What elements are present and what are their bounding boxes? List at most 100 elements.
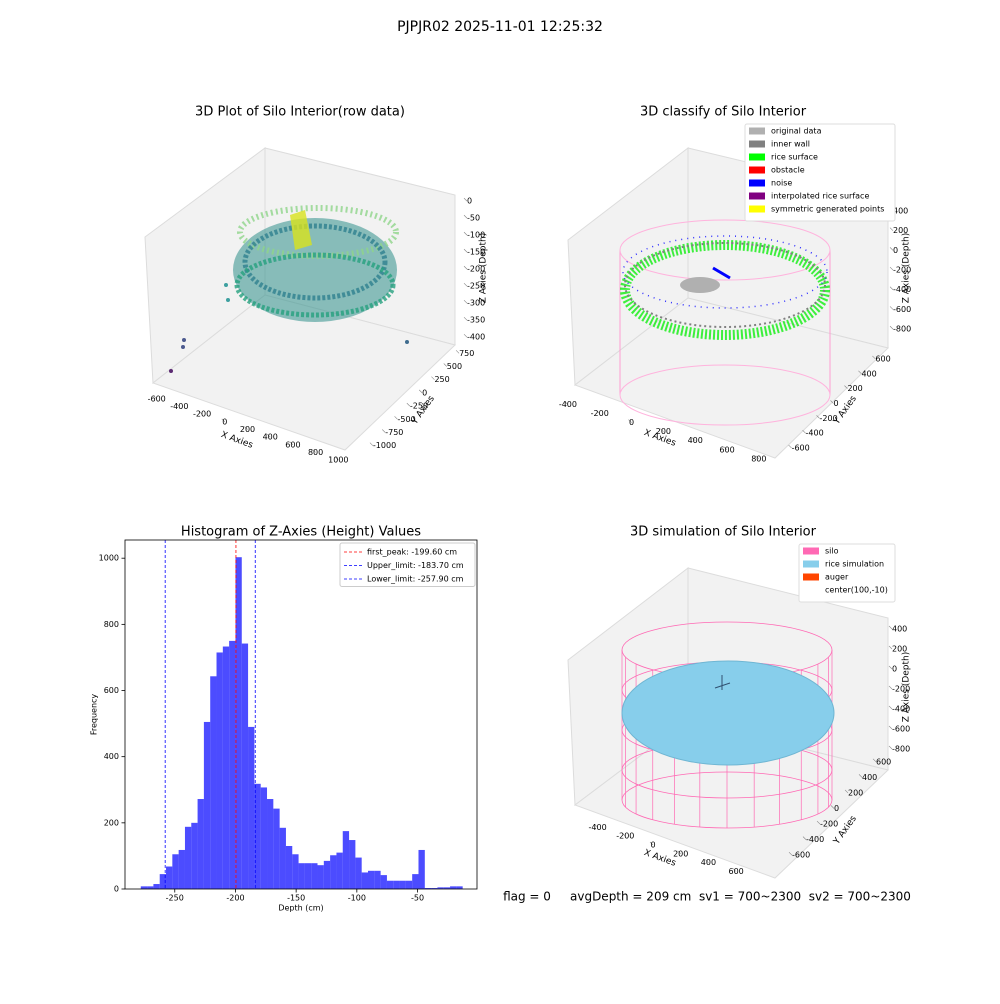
x-tick-label: -50 (411, 894, 424, 903)
tick-mark (463, 316, 468, 321)
legend-label: auger (825, 573, 849, 582)
histogram-bar (254, 783, 261, 889)
z-tick-label: -600 (892, 725, 910, 734)
z-tick-label: -200 (893, 266, 911, 275)
y-tick-label: 200 (847, 384, 862, 393)
x-tick-label: 800 (751, 454, 766, 463)
legend-label: rice surface (771, 153, 818, 162)
histogram-bar (317, 865, 324, 889)
z-tick-label: 200 (892, 645, 907, 654)
tick-mark (406, 402, 411, 407)
outlier-point (182, 338, 186, 342)
z-tick-label: -300 (467, 299, 485, 308)
histogram-bar (178, 849, 185, 889)
z-tick-label: 200 (893, 226, 908, 235)
x-axis-label: Depth (cm) (278, 904, 323, 913)
y-axis-label: Frequency (90, 694, 99, 736)
histogram-bar (229, 640, 236, 889)
y-tick-label: 250 (434, 375, 449, 384)
y-tick-label: -250 (410, 402, 428, 411)
legend-swatch (749, 205, 765, 213)
tick-mark (463, 214, 468, 219)
z-tick-label: -600 (893, 305, 911, 314)
x-tick-label: -200 (226, 894, 244, 903)
histogram-bar (386, 880, 394, 889)
legend-label: Upper_limit: -183.70 cm (367, 561, 464, 570)
legend-swatch (803, 547, 819, 555)
y-tick-label: 200 (104, 818, 119, 827)
auger (714, 675, 731, 690)
x-tick-label: 800 (308, 448, 323, 457)
x-tick-label: -600 (148, 394, 166, 403)
outlier-point (181, 345, 185, 349)
y-tick-label: 0 (834, 804, 839, 813)
tick-mark (418, 389, 423, 394)
histogram-bar (298, 863, 305, 889)
tick-mark (830, 805, 835, 809)
noise (622, 235, 828, 309)
silo-ring (621, 771, 833, 829)
histogram-bar (399, 880, 406, 889)
tick-mark (888, 725, 893, 730)
rice-disc (621, 660, 835, 766)
y-tick-label: -200 (820, 414, 838, 423)
tick-mark (723, 446, 728, 450)
tick-mark (888, 705, 893, 710)
tick-mark (443, 363, 447, 367)
subplot-title: 3D classify of Silo Interior (640, 105, 807, 120)
tick-mark (221, 418, 226, 423)
histogram-bar (153, 884, 160, 889)
z-tick-label: -400 (892, 705, 910, 714)
histogram-bar (210, 676, 217, 889)
tick-mark (858, 370, 862, 375)
y-tick-label: 800 (104, 620, 119, 629)
histogram-bar (279, 827, 286, 889)
histogram-bar (172, 854, 179, 889)
histogram-bar (330, 855, 337, 889)
tick-mark (153, 395, 157, 400)
tick-mark (691, 437, 696, 441)
y-tick-label: -600 (792, 851, 810, 860)
subplot-title: 3D Plot of Silo Interior(row data) (195, 105, 405, 120)
point-cloud-peak (290, 210, 312, 250)
subplot: 3D classify of Silo Interior -400 -200 0 200… (559, 105, 912, 464)
x-tick-label: 0 (222, 417, 227, 426)
z-tick-label: -800 (892, 745, 910, 754)
histogram-bar (405, 880, 413, 889)
histogram-bar (241, 643, 249, 889)
x-tick-label: 600 (719, 445, 734, 454)
y-tick-label: 200 (848, 788, 863, 797)
histogram-bar (222, 646, 230, 889)
tick-mark (844, 789, 849, 794)
point-cloud-shadow (233, 218, 397, 322)
histogram-bar (412, 874, 419, 889)
tick-mark (889, 286, 894, 290)
legend-label: symmetric generated points (771, 205, 884, 214)
tick-mark (872, 758, 877, 762)
tick-mark (463, 265, 468, 270)
tick-mark (622, 832, 626, 837)
z-tick-label: -200 (467, 265, 485, 274)
tick-mark (628, 419, 632, 423)
x-tick-label: -150 (287, 894, 305, 903)
x-tick-label: 0 (629, 418, 634, 427)
y-tick-label: 400 (104, 752, 119, 761)
footer-text: flag = 0 avgDepth = 209 cm sv1 = 700~230… (503, 890, 911, 904)
histogram-bar (285, 845, 293, 889)
histogram-bar (437, 887, 444, 889)
inner-wall (624, 242, 826, 328)
y-tick-label: 600 (104, 686, 119, 695)
tick-mark (889, 266, 894, 271)
histogram-bar (248, 726, 255, 889)
y-tick-label: -750 (385, 428, 403, 437)
legend-swatch (749, 166, 765, 174)
axis-pane (573, 297, 889, 459)
x-tick-label: -400 (170, 402, 188, 411)
silo-top (619, 219, 831, 281)
tick-mark (431, 376, 435, 380)
z-axis-label: Z Axies (Depth) (479, 233, 489, 304)
z-tick-label: -350 (467, 316, 485, 325)
rice-surface (620, 240, 830, 340)
